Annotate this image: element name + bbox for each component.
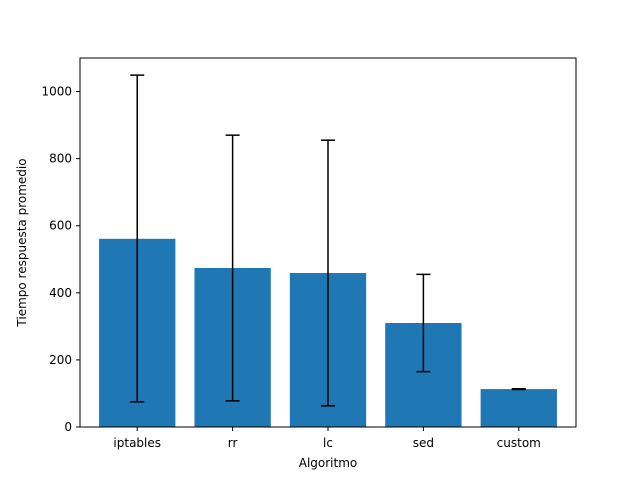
x-tick-label-custom: custom xyxy=(497,436,541,450)
x-tick-label-iptables: iptables xyxy=(113,436,161,450)
x-tick-label-lc: lc xyxy=(323,436,333,450)
y-tick-label-400: 400 xyxy=(49,286,72,300)
y-tick-label-600: 600 xyxy=(49,219,72,233)
bar-custom xyxy=(480,389,557,427)
x-tick-label-sed: sed xyxy=(413,436,434,450)
x-tick-label-rr: rr xyxy=(228,436,238,450)
y-tick-label-1000: 1000 xyxy=(41,85,72,99)
y-tick-label-200: 200 xyxy=(49,353,72,367)
y-axis-label: Tiempo respuesta promedio xyxy=(15,158,29,327)
y-axis-ticks: 0 200 400 600 800 1000 xyxy=(41,85,80,434)
y-tick-label-800: 800 xyxy=(49,152,72,166)
x-axis-label: Algoritmo xyxy=(299,456,358,470)
error-bars-group xyxy=(130,74,526,407)
x-axis-ticks: iptables rr lc sed custom xyxy=(113,427,541,450)
y-tick-label-0: 0 xyxy=(64,420,72,434)
